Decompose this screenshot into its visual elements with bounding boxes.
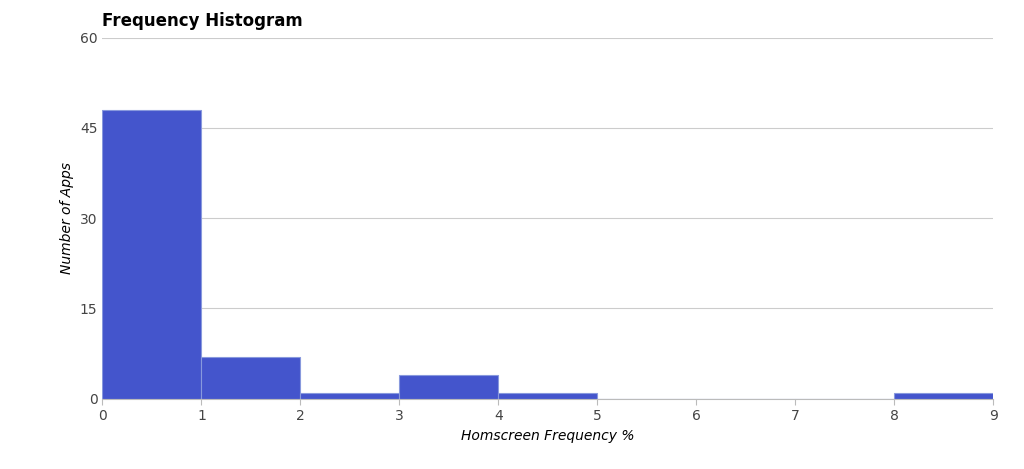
Y-axis label: Number of Apps: Number of Apps — [60, 162, 75, 274]
Bar — [300, 393, 399, 399]
Bar — [499, 393, 597, 399]
Bar — [102, 110, 202, 399]
Bar — [202, 356, 300, 399]
Bar — [399, 375, 499, 399]
Text: Frequency Histogram: Frequency Histogram — [102, 12, 303, 30]
Bar — [894, 393, 993, 399]
X-axis label: Homscreen Frequency %: Homscreen Frequency % — [461, 429, 635, 443]
